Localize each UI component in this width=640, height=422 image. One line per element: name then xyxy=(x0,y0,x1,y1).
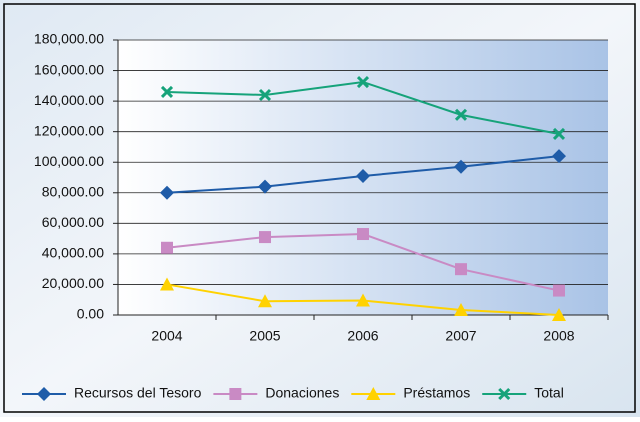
legend-label: Préstamos xyxy=(403,385,470,401)
x-tick-label: 2008 xyxy=(543,328,574,344)
marker xyxy=(455,263,467,276)
y-tick-label: 140,000.00 xyxy=(34,92,104,108)
y-tick-label: 60,000.00 xyxy=(42,214,104,230)
marker xyxy=(553,284,565,297)
marker xyxy=(258,179,272,194)
frame xyxy=(3,3,636,413)
y-tick-label: 0.00 xyxy=(77,306,104,322)
x-tick-label: 2007 xyxy=(445,328,476,344)
y-tick-label: 180,000.00 xyxy=(34,31,104,47)
legend-marker xyxy=(37,387,51,401)
marker xyxy=(160,85,174,99)
x-tick-label: 2006 xyxy=(347,328,378,344)
marker xyxy=(552,149,566,164)
marker xyxy=(258,88,272,102)
y-tick-label: 160,000.00 xyxy=(34,61,104,77)
marker xyxy=(160,185,174,200)
marker xyxy=(356,75,370,89)
marker xyxy=(160,277,174,291)
marker xyxy=(356,168,370,183)
y-tick-label: 20,000.00 xyxy=(42,275,104,291)
legend-label: Total xyxy=(534,385,564,401)
marker xyxy=(161,241,173,254)
y-tick-label: 100,000.00 xyxy=(34,153,104,169)
marker xyxy=(454,302,468,316)
x-tick-label: 2004 xyxy=(151,328,182,344)
marker xyxy=(258,294,272,308)
marker xyxy=(552,127,566,141)
legend-marker xyxy=(229,388,242,400)
marker xyxy=(454,159,468,174)
marker xyxy=(454,108,468,121)
marker xyxy=(356,293,370,307)
y-tick-label: 40,000.00 xyxy=(42,245,104,261)
marker xyxy=(259,231,271,244)
legend-marker xyxy=(498,387,511,401)
marker xyxy=(552,308,566,321)
y-tick-label: 80,000.00 xyxy=(42,183,104,199)
legend-marker xyxy=(366,387,381,400)
legend-label: Recursos del Tesoro xyxy=(74,385,202,401)
legend-label: Donaciones xyxy=(265,385,339,401)
x-tick-label: 2005 xyxy=(249,328,280,344)
y-tick-label: 120,000.00 xyxy=(34,122,104,138)
marker xyxy=(357,228,369,241)
